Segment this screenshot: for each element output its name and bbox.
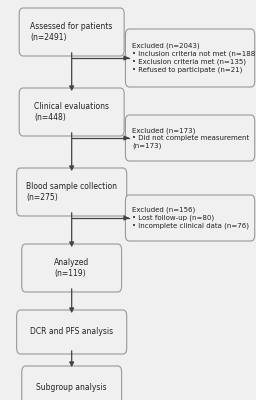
Text: DCR and PFS analysis: DCR and PFS analysis <box>30 328 113 336</box>
FancyBboxPatch shape <box>19 8 124 56</box>
Text: Blood sample collection
(n=275): Blood sample collection (n=275) <box>26 182 117 202</box>
FancyBboxPatch shape <box>125 195 255 241</box>
FancyBboxPatch shape <box>17 168 127 216</box>
Text: Assessed for patients
(n=2491): Assessed for patients (n=2491) <box>30 22 113 42</box>
FancyBboxPatch shape <box>17 310 127 354</box>
FancyBboxPatch shape <box>125 29 255 87</box>
Text: Excluded (n=156)
• Lost follow-up (n=80)
• Incomplete clinical data (n=76): Excluded (n=156) • Lost follow-up (n=80)… <box>132 207 249 229</box>
Text: Excluded (n=173)
• Did not complete measurement
(n=173): Excluded (n=173) • Did not complete meas… <box>132 127 250 149</box>
Text: Excluded (n=2043)
• Inclusion criteria not met (n=1887)
• Exclusion criteria met: Excluded (n=2043) • Inclusion criteria n… <box>132 43 256 73</box>
Text: Subgroup analysis: Subgroup analysis <box>36 384 107 392</box>
FancyBboxPatch shape <box>22 366 122 400</box>
FancyBboxPatch shape <box>125 115 255 161</box>
FancyBboxPatch shape <box>22 244 122 292</box>
FancyBboxPatch shape <box>19 88 124 136</box>
Text: Analyzed
(n=119): Analyzed (n=119) <box>54 258 89 278</box>
Text: Clinical evaluations
(n=448): Clinical evaluations (n=448) <box>34 102 109 122</box>
